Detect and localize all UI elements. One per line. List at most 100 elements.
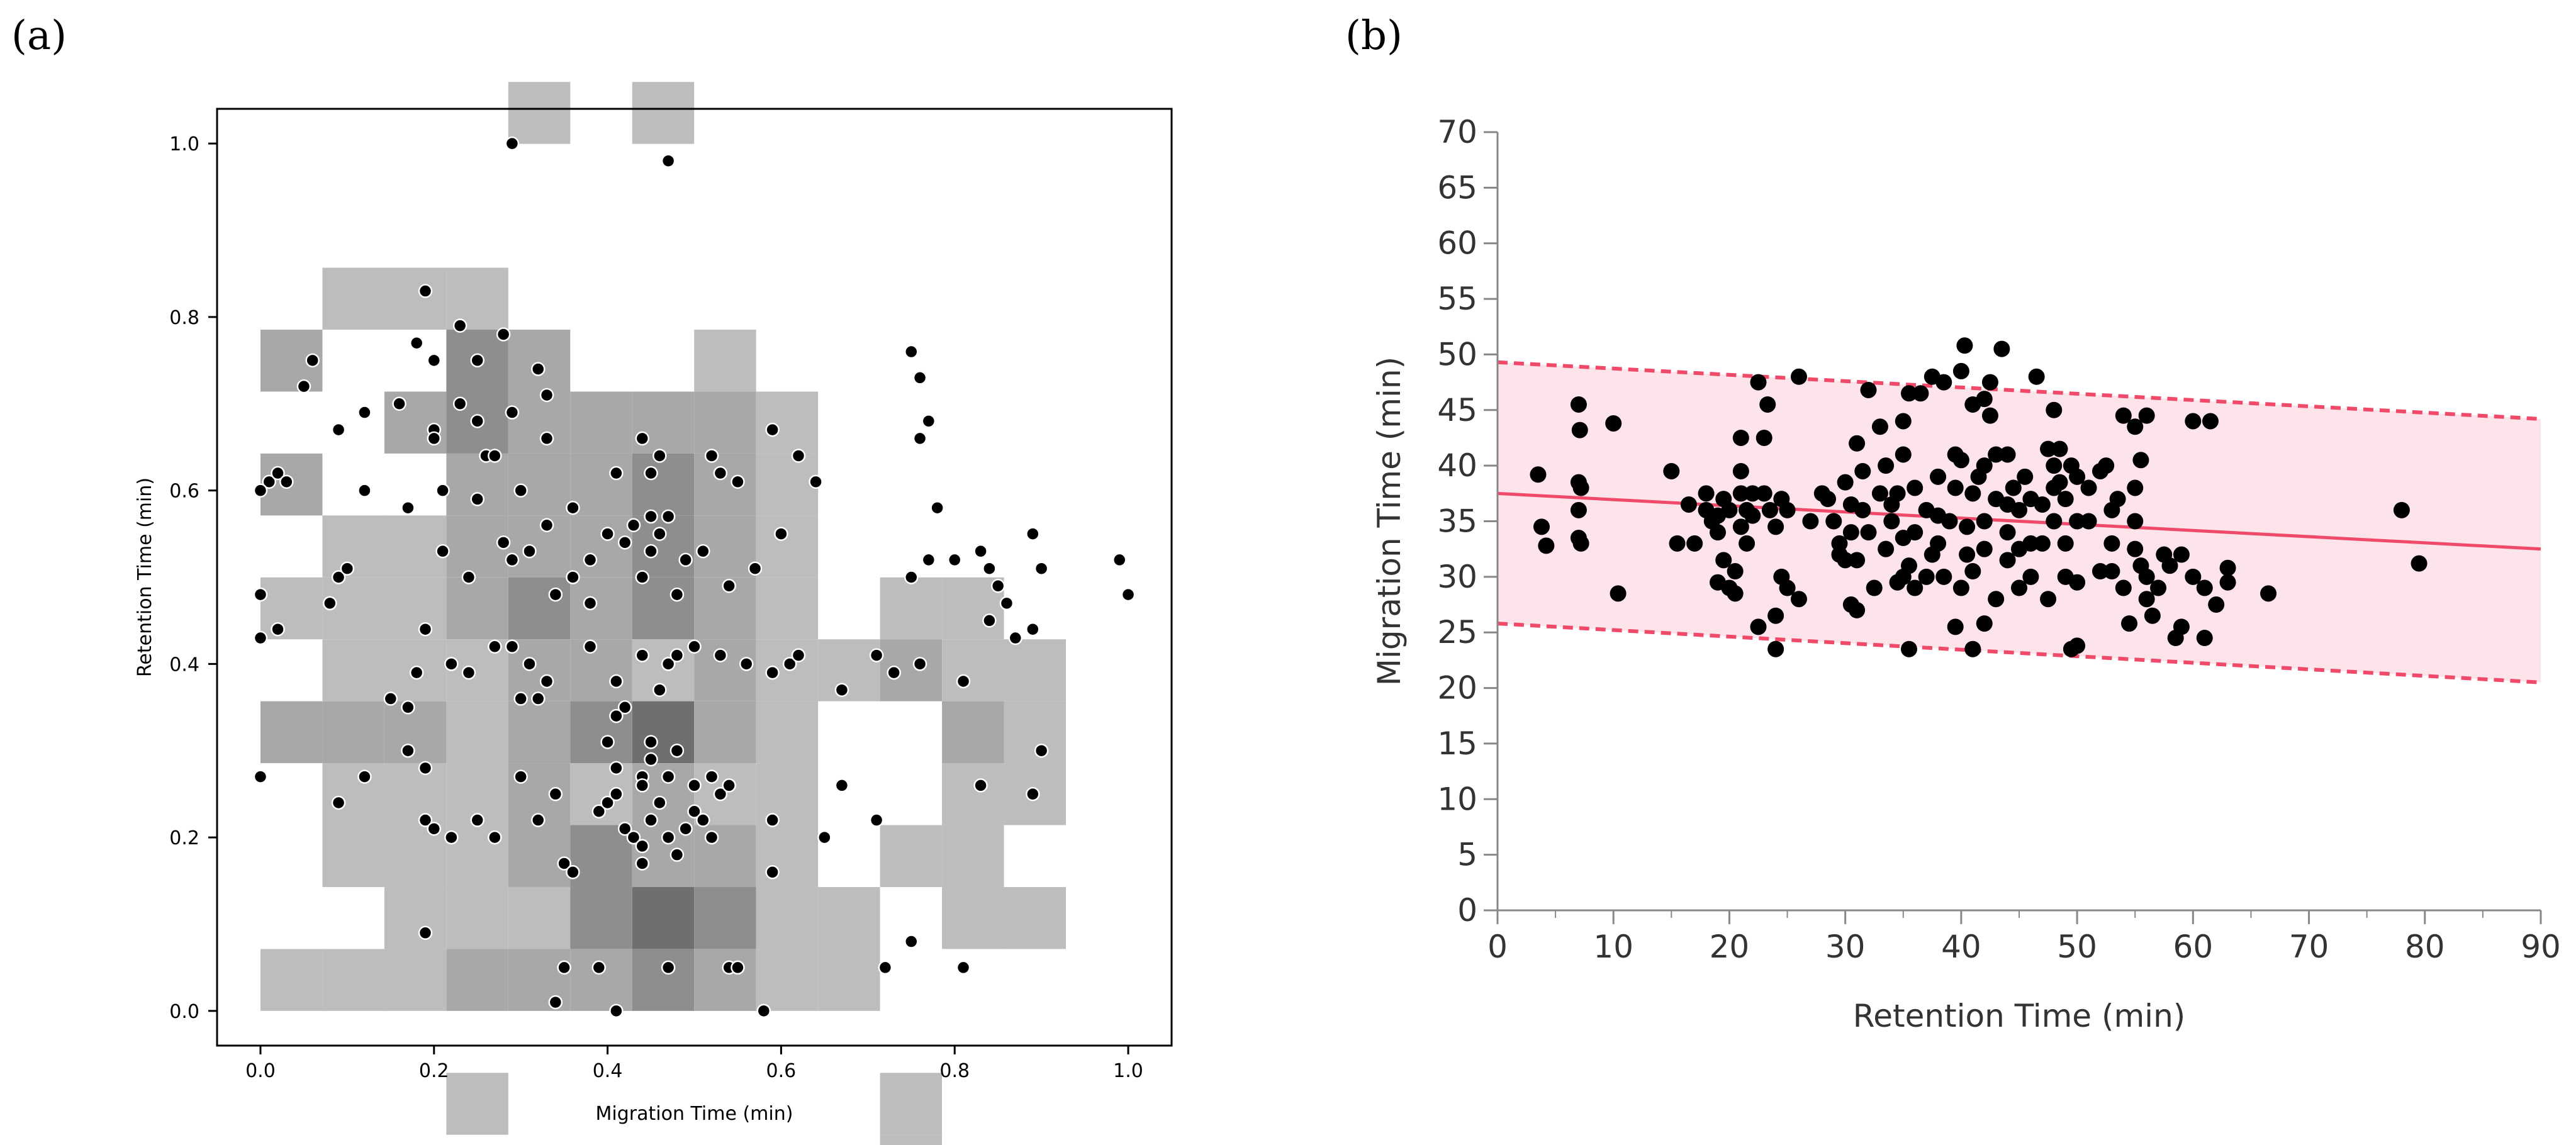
data-point-a: [331, 570, 346, 584]
data-point-a: [782, 657, 797, 671]
data-point-b: [1727, 585, 1744, 602]
density-bin: [694, 886, 756, 949]
data-point-a: [548, 995, 563, 1010]
x-tick-label-a: 0.4: [593, 1060, 623, 1082]
data-point-a: [557, 960, 571, 975]
data-point-a: [774, 527, 788, 541]
data-point-a: [947, 552, 962, 567]
density-bin: [322, 763, 384, 825]
density-bin: [632, 515, 695, 578]
data-point-b: [1610, 585, 1627, 602]
data-point-b: [1976, 615, 1993, 632]
density-bin: [756, 453, 819, 516]
data-point-b: [2138, 591, 2155, 608]
data-point-b: [2103, 563, 2120, 580]
density-bin: [694, 701, 756, 764]
data-point-b: [2103, 535, 2120, 552]
x-tick-label-b: 50: [2057, 929, 2097, 965]
data-point-b: [2196, 630, 2213, 647]
axis-ticks-a: 0.0 0.2 0.4 0.6 0.8 1.0 0.0 0.2 0.4 0.6 0.8 1.0: [169, 133, 1143, 1082]
density-bin: [880, 825, 943, 887]
data-point-b: [1878, 540, 1895, 557]
density-bin: [756, 825, 819, 887]
data-point-a: [427, 431, 442, 446]
data-point-b: [2080, 513, 2097, 530]
density-bin: [694, 825, 756, 887]
data-point-b: [1779, 501, 1796, 518]
data-point-b: [1912, 385, 1929, 402]
data-point-a: [435, 483, 450, 498]
density-bin: [756, 577, 819, 640]
data-point-a: [669, 847, 685, 862]
y-tick-label-b: 15: [1437, 725, 1477, 762]
data-point-b: [1900, 557, 1917, 574]
density-bin: [508, 82, 571, 144]
data-point-b: [1767, 640, 1784, 657]
data-point-b: [2138, 407, 2155, 424]
data-point-a: [652, 683, 667, 697]
data-point-b: [1930, 468, 1947, 485]
data-point-b: [1837, 552, 1854, 569]
data-point-a: [661, 154, 676, 168]
density-bin: [1004, 701, 1067, 764]
data-point-b: [1907, 479, 1924, 496]
data-point-b: [2028, 368, 2045, 385]
data-point-a: [635, 431, 650, 446]
data-point-b: [1571, 422, 1588, 438]
data-point-b: [2057, 491, 2074, 508]
y-tick-label-b: 30: [1437, 559, 1477, 595]
data-point-a: [609, 761, 624, 776]
data-point-b: [2115, 579, 2132, 596]
data-point-a: [869, 813, 884, 827]
data-point-b: [2051, 474, 2068, 491]
data-point-b: [2069, 468, 2086, 485]
y-tick-label-b: 10: [1437, 781, 1477, 817]
density-bin: [632, 886, 695, 949]
data-point-b: [1686, 535, 1703, 552]
axes-b: 0 10 20 30 40 50 60 70 80 90 0 5 10 15 20 25 30 35 40 45 50 5…: [1437, 114, 2560, 965]
data-point-a: [505, 639, 520, 654]
data-point-a: [496, 535, 511, 550]
density-bin: [1004, 886, 1067, 949]
data-point-a: [591, 960, 607, 975]
density-bin: [384, 949, 447, 1011]
y-tick-label-b: 50: [1437, 336, 1477, 372]
data-point-a: [748, 561, 763, 576]
data-point-b: [1744, 485, 1761, 502]
data-point-a: [513, 691, 528, 706]
density-bin: [756, 886, 819, 949]
data-point-b: [1727, 563, 1744, 580]
prediction-lower-line: [1497, 622, 2541, 684]
data-point-a: [531, 362, 546, 376]
scatter-points-a: [253, 136, 1136, 1019]
density-bin: [942, 763, 1004, 825]
data-point-b: [1866, 579, 1883, 596]
data-point-b: [2080, 479, 2097, 496]
data-point-a: [731, 474, 745, 489]
data-point-a: [1034, 743, 1049, 758]
data-point-b: [2127, 479, 2144, 496]
data-point-a: [1026, 622, 1040, 637]
data-point-a: [470, 353, 484, 368]
data-point-a: [470, 492, 484, 506]
density-bin: [508, 330, 571, 392]
x-axis-label-a: Migration Time (min): [596, 1103, 793, 1125]
data-point-a: [583, 639, 598, 654]
data-point-a: [609, 1003, 624, 1019]
data-point-a: [1026, 527, 1040, 541]
data-point-b: [1981, 374, 1998, 391]
data-point-b: [1530, 466, 1547, 483]
data-point-b: [1570, 501, 1587, 518]
data-point-a: [418, 761, 433, 776]
y-axis-label-a: Retention Time (min): [134, 478, 156, 677]
data-point-a: [427, 822, 442, 836]
data-point-a: [452, 396, 468, 411]
data-point-b: [2144, 607, 2161, 624]
data-point-b: [1663, 462, 1680, 479]
y-tick-label-a: 0.4: [169, 654, 199, 676]
density-bin: [942, 825, 1004, 887]
data-point-a: [418, 622, 433, 637]
data-point-b: [1756, 485, 1772, 502]
data-point-b: [1993, 340, 2010, 357]
density-bin: [446, 949, 508, 1011]
